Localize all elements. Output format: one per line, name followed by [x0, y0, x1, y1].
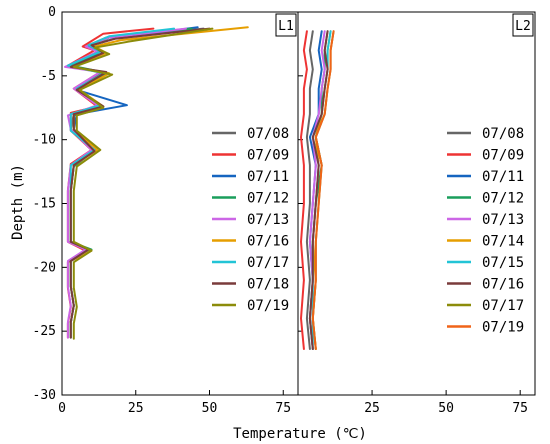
x-tick-label: 75 [512, 401, 528, 416]
x-tick-label: 75 [275, 401, 291, 416]
y-tick-label: 0 [48, 5, 56, 20]
y-axis-title: Depth (m) [10, 164, 26, 240]
y-tick-label: -20 [33, 260, 56, 275]
legend-label: 07/17 [247, 255, 289, 271]
series-line [311, 30, 335, 350]
legend-label: 07/19 [482, 320, 524, 336]
series-line [69, 27, 211, 339]
legend-label: 07/09 [482, 148, 524, 164]
series-line [69, 26, 199, 339]
series-line [305, 30, 314, 350]
legend-label: 07/16 [482, 277, 524, 293]
x-tick-label: 25 [128, 401, 144, 416]
panel-l2: 25 50 75 L2 07/08 07/09 07/11 07/12 07/13 07/14 07… [297, 11, 536, 416]
y-tick-label: -25 [33, 324, 56, 339]
y-tick-label: -30 [33, 388, 56, 403]
legend-label: 07/19 [247, 298, 289, 314]
x-axis-title: Temperature (℃) [233, 426, 367, 442]
series-line [300, 30, 308, 350]
series-line [64, 27, 187, 339]
legend-label: 07/17 [482, 298, 524, 314]
x-tick-label: 25 [364, 401, 380, 416]
panel-l1: 0-5-10-15-20-25-300 25 50 75L107/0807/0907/… [33, 5, 299, 416]
y-tick-label: -10 [33, 133, 56, 148]
series-line [308, 30, 329, 350]
panel-label: L1 [278, 19, 294, 34]
legend-label: 07/09 [247, 148, 289, 164]
panel-label-box [275, 13, 297, 37]
legend-label: 07/11 [482, 169, 524, 185]
legend-label: 07/18 [247, 277, 289, 293]
series-line [66, 27, 205, 339]
legend-label: 07/08 [247, 126, 289, 142]
legend-label: 07/12 [247, 191, 289, 207]
legend-label: 07/16 [247, 234, 289, 250]
panel-label: L2 [515, 19, 531, 34]
series-line [72, 27, 214, 340]
legend-label: 07/13 [247, 212, 289, 228]
panel-label-box [512, 13, 534, 37]
series-line [311, 30, 332, 350]
legend-label: 07/11 [247, 169, 289, 185]
legend-label: 07/12 [482, 191, 524, 207]
series-line [66, 27, 176, 339]
x-tick-label: 50 [202, 401, 218, 416]
legend-label: 07/15 [482, 255, 524, 271]
x-tick-label: 0 [58, 401, 66, 416]
series-line [69, 27, 193, 339]
series-line [311, 30, 332, 350]
y-tick-label: -15 [33, 197, 56, 212]
legend-label: 07/13 [482, 212, 524, 228]
x-tick-label: 50 [438, 401, 454, 416]
legend-label: 07/08 [482, 126, 524, 142]
y-tick-label: -5 [40, 69, 56, 84]
legend-label: 07/14 [482, 234, 524, 250]
